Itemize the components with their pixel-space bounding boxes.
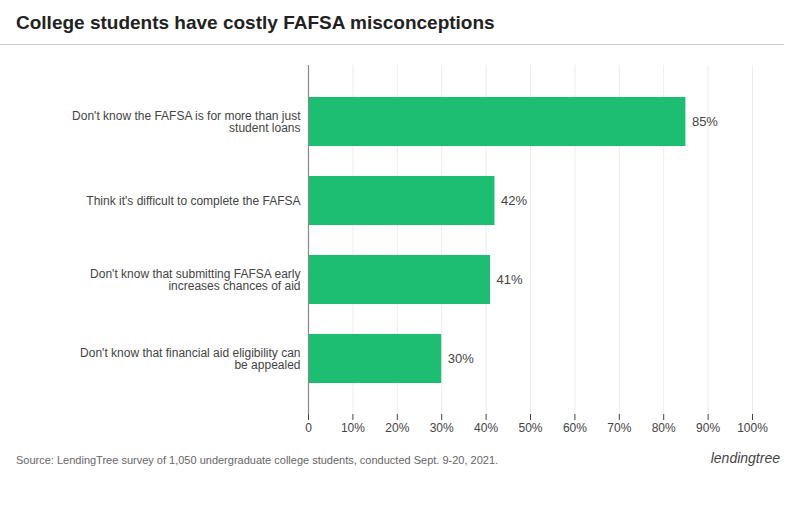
html-text:College students have costly F: College students have costly FAFSA misco…: [16, 12, 495, 33]
svg-text:Don't know that submitting FAF: Don't know that submitting FAFSA earlyin…: [90, 267, 300, 293]
svg-text:30%: 30%: [448, 351, 474, 366]
svg-text:60%: 60%: [563, 421, 587, 435]
svg-text:50%: 50%: [518, 421, 542, 435]
svg-text:30%: 30%: [430, 421, 454, 435]
svg-text:41%: 41%: [497, 272, 523, 287]
html-text:Source: LendingTree survey of: Source: LendingTree survey of 1,050 unde…: [16, 454, 499, 466]
svg-text:80%: 80%: [652, 421, 676, 435]
svg-text:90%: 90%: [696, 421, 720, 435]
svg-text:40%: 40%: [474, 421, 498, 435]
svg-text:20%: 20%: [385, 421, 409, 435]
svg-text:10%: 10%: [341, 421, 365, 435]
svg-text:70%: 70%: [607, 421, 631, 435]
svg-text:42%: 42%: [501, 193, 527, 208]
svg-text:Don't know that financial aid: Don't know that financial aid eligibilit…: [80, 346, 300, 372]
svg-text:100%: 100%: [737, 421, 768, 435]
svg-text:0: 0: [305, 421, 312, 435]
svg-text:Don't know the FAFSA is for mo: Don't know the FAFSA is for more than ju…: [72, 109, 301, 135]
svg-text:Think it's difficult to comple: Think it's difficult to complete the FAF…: [86, 194, 300, 208]
svg-text:85%: 85%: [692, 114, 718, 129]
html-text:lendingtree: lendingtree: [710, 450, 780, 466]
